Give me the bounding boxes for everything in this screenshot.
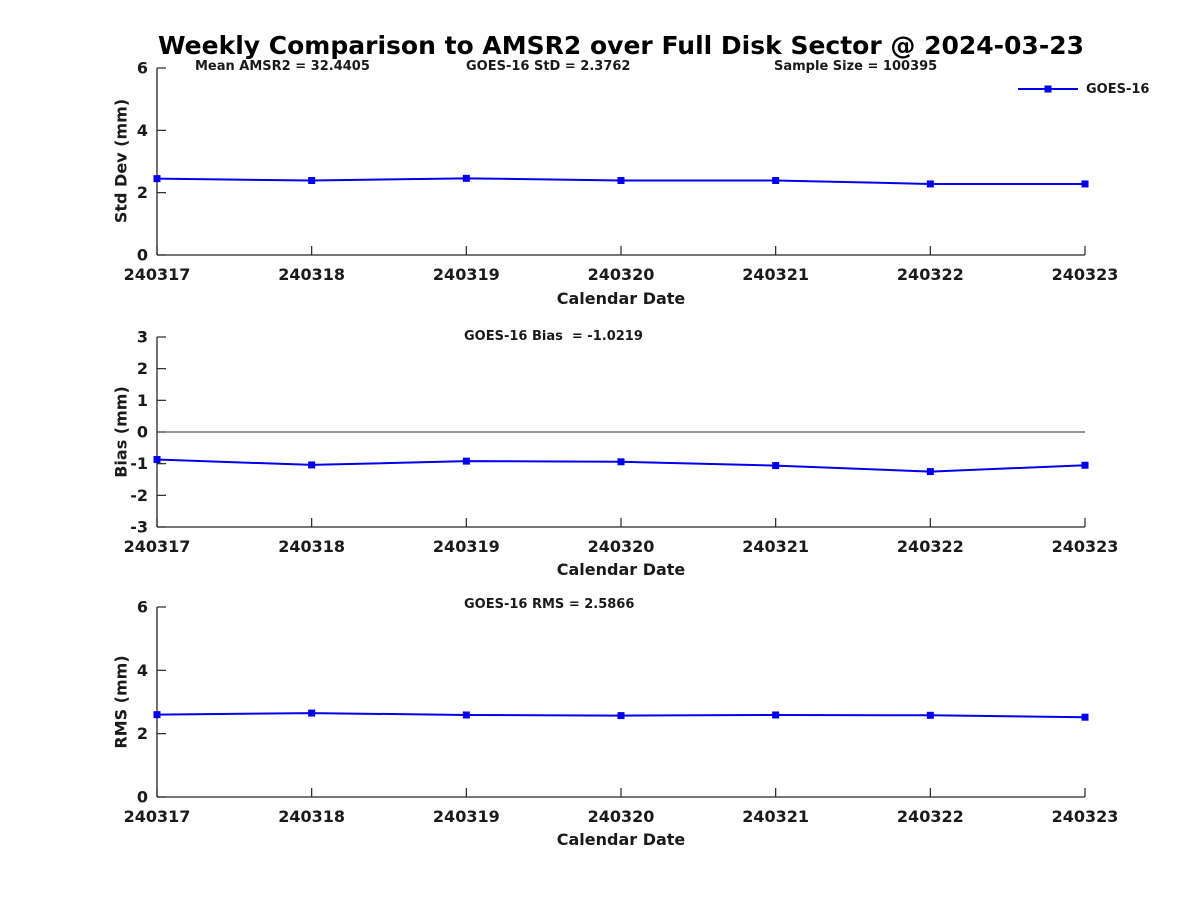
data-point-marker: [772, 177, 780, 185]
data-point-marker: [617, 177, 625, 185]
y-tick-label: 4: [137, 121, 148, 140]
x-tick-label: 240320: [588, 265, 655, 284]
x-tick-label: 240317: [124, 807, 191, 826]
y-tick-label: 2: [137, 724, 148, 743]
x-tick-label: 240323: [1052, 265, 1119, 284]
data-point-marker: [1081, 713, 1089, 721]
y-tick-label: 1: [137, 391, 148, 410]
y-tick-label: 2: [137, 183, 148, 202]
data-point-marker: [462, 457, 470, 465]
x-axis-label-stddev: Calendar Date: [556, 289, 686, 308]
data-point-marker: [308, 709, 316, 717]
data-point-marker: [308, 461, 316, 469]
data-point-marker: [308, 177, 316, 185]
data-point-marker: [153, 456, 161, 464]
y-tick-label: 2: [137, 359, 148, 378]
data-point-marker: [617, 458, 625, 466]
data-point-marker: [462, 174, 470, 182]
y-tick-label: -1: [130, 454, 148, 473]
legend-label: GOES-16: [1086, 82, 1150, 97]
chart-title: Weekly Comparison to AMSR2 over Full Dis…: [157, 31, 1084, 60]
y-tick-label: 6: [137, 598, 148, 617]
x-tick-label: 240317: [124, 265, 191, 284]
x-tick-label: 240321: [742, 807, 809, 826]
x-tick-label: 240322: [897, 265, 964, 284]
data-point-marker: [926, 711, 934, 719]
x-tick-label: 240318: [278, 265, 345, 284]
x-tick-label: 240323: [1052, 807, 1119, 826]
y-axis-label-bias: Bias (mm): [111, 386, 131, 478]
y-axis-label-stddev: Std Dev (mm): [111, 98, 131, 224]
y-tick-label: 0: [137, 423, 148, 442]
y-tick-label: 6: [137, 59, 148, 78]
y-tick-label: 4: [137, 661, 148, 680]
x-tick-label: 240319: [433, 807, 500, 826]
y-tick-label: 0: [137, 246, 148, 265]
x-tick-label: 240318: [278, 537, 345, 556]
annotation-mean-amsr2: Mean AMSR2 = 32.4405: [195, 59, 370, 74]
data-point-marker: [153, 711, 161, 719]
data-point-marker: [462, 711, 470, 719]
data-point-marker: [617, 712, 625, 720]
x-axis-label-rms: Calendar Date: [556, 830, 686, 849]
data-point-marker: [772, 711, 780, 719]
x-tick-label: 240320: [588, 807, 655, 826]
x-tick-label: 240323: [1052, 537, 1119, 556]
y-tick-label: -2: [130, 486, 148, 505]
y-axis-label-rms: RMS (mm): [111, 655, 131, 749]
x-tick-label: 240321: [742, 265, 809, 284]
annotation-sample-size: Sample Size = 100395: [774, 59, 938, 74]
x-tick-label: 240319: [433, 265, 500, 284]
annotation-goes16-std: GOES-16 StD = 2.3762: [466, 59, 631, 74]
annotation-goes16-rms: GOES-16 RMS = 2.5866: [464, 597, 635, 612]
x-tick-label: 240322: [897, 537, 964, 556]
x-axis-label-bias: Calendar Date: [556, 560, 686, 579]
x-tick-label: 240319: [433, 537, 500, 556]
data-point-marker: [926, 468, 934, 476]
y-tick-label: -3: [130, 518, 148, 537]
x-tick-label: 240320: [588, 537, 655, 556]
data-point-marker: [1081, 461, 1089, 469]
data-point-marker: [772, 462, 780, 470]
data-point-marker: [926, 180, 934, 188]
x-tick-label: 240322: [897, 807, 964, 826]
y-tick-label: 0: [137, 788, 148, 807]
x-tick-label: 240317: [124, 537, 191, 556]
data-point-marker: [153, 175, 161, 183]
x-tick-label: 240318: [278, 807, 345, 826]
legend-marker: [1044, 85, 1052, 93]
y-tick-label: 3: [137, 328, 148, 347]
annotation-goes16-bias: GOES-16 Bias = -1.0219: [464, 329, 643, 344]
x-tick-label: 240321: [742, 537, 809, 556]
data-point-marker: [1081, 180, 1089, 188]
